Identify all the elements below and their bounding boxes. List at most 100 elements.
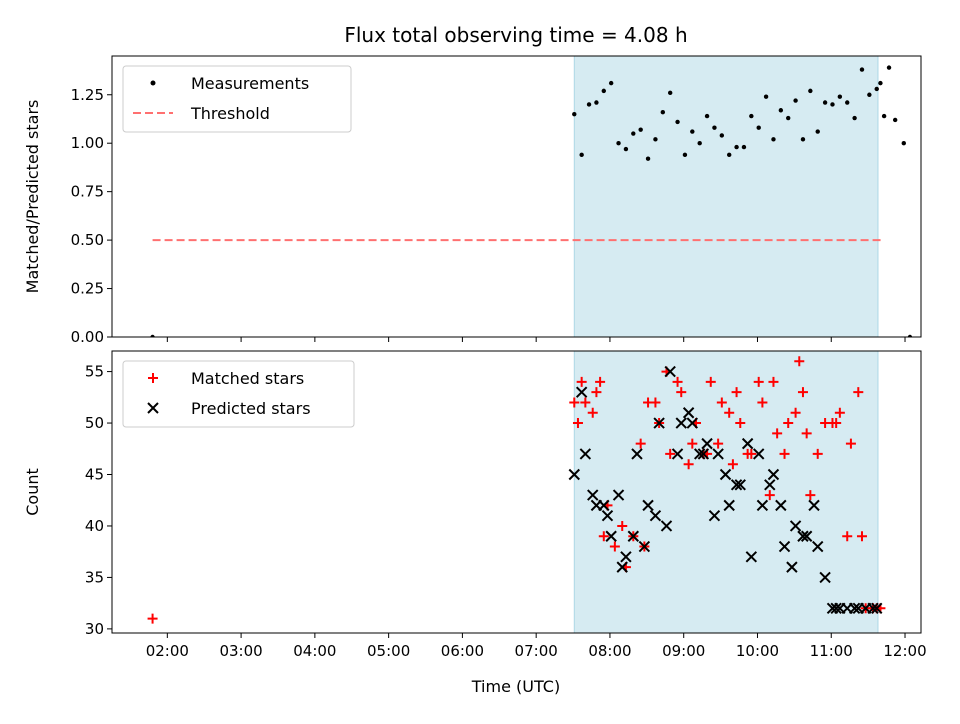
data-point — [627, 530, 640, 542]
data-point — [800, 530, 813, 542]
data-point — [616, 141, 621, 146]
data-point — [793, 98, 798, 103]
data-point — [786, 115, 791, 121]
data-point — [631, 448, 643, 460]
x-tick-label: 08:00 — [588, 642, 631, 660]
x-axis-label: Time (UTC) — [471, 677, 560, 696]
data-point — [734, 144, 739, 150]
data-point — [764, 479, 776, 491]
data-point — [675, 417, 687, 429]
data-point — [682, 152, 688, 158]
x-tick-label: 03:00 — [219, 642, 262, 660]
data-point — [871, 602, 883, 615]
data-point — [786, 561, 798, 573]
data-point — [741, 144, 747, 150]
y-tick-label: 50 — [85, 414, 104, 432]
data-point — [764, 490, 775, 501]
x-tick-label: 12:00 — [883, 642, 926, 660]
y-tick-label: 1.25 — [71, 86, 104, 104]
data-point — [649, 509, 662, 522]
data-point — [683, 459, 694, 470]
legend: Matched stars Predicted stars — [122, 360, 355, 428]
data-point — [704, 113, 710, 119]
data-point — [638, 127, 643, 132]
data-point — [587, 407, 598, 418]
data-point — [746, 448, 757, 459]
x-tick-label: 09:00 — [662, 642, 705, 660]
data-point — [801, 428, 812, 439]
data-point — [719, 468, 732, 481]
data-point — [778, 108, 784, 113]
data-point — [631, 131, 636, 136]
y-tick-label: 40 — [85, 517, 104, 535]
data-point — [808, 499, 820, 512]
marks-layer — [147, 356, 886, 624]
legend-label: Matched stars — [191, 369, 304, 388]
data-point — [727, 459, 738, 470]
data-point — [812, 540, 824, 553]
data-point — [808, 88, 813, 94]
data-point — [735, 418, 746, 429]
series-measurements — [150, 65, 913, 337]
y-tick-label: 30 — [85, 620, 104, 638]
data-point — [848, 602, 861, 615]
data-point — [645, 156, 651, 161]
y-axis-label: Count — [23, 468, 42, 516]
data-point — [147, 613, 158, 624]
data-point — [797, 387, 808, 398]
data-point — [768, 376, 779, 387]
data-point — [601, 509, 614, 522]
data-point — [842, 531, 853, 542]
data-point — [623, 146, 629, 152]
data-point — [745, 551, 758, 563]
data-point — [886, 65, 892, 70]
data-point — [771, 137, 776, 142]
x-tick-label: 11:00 — [810, 642, 853, 660]
y-tick-label: 0.25 — [71, 280, 104, 298]
data-point — [753, 376, 764, 387]
legend: Measurements Threshold — [122, 65, 352, 133]
data-point — [867, 92, 872, 97]
data-point — [822, 100, 828, 105]
data-point — [852, 115, 857, 121]
data-point — [609, 541, 620, 552]
data-point — [790, 407, 801, 418]
data-point — [834, 407, 845, 418]
data-point — [713, 438, 724, 449]
data-point — [727, 152, 732, 158]
data-point — [734, 479, 746, 491]
data-point — [617, 520, 628, 531]
data-point — [901, 141, 906, 146]
data-point — [601, 88, 606, 94]
y-axis-label: Matched/Predicted stars — [23, 100, 42, 294]
y-tick-label: 0.50 — [71, 231, 104, 249]
data-point — [687, 438, 698, 449]
data-point — [767, 468, 780, 481]
data-point — [608, 80, 614, 86]
data-point — [853, 387, 864, 398]
legend-label: Threshold — [190, 104, 270, 123]
x-tick-label: 06:00 — [441, 642, 484, 660]
data-point — [576, 376, 587, 387]
data-point — [749, 113, 754, 119]
data-point — [660, 520, 673, 532]
data-point — [789, 520, 802, 532]
data-point — [730, 479, 743, 491]
data-point — [635, 438, 646, 449]
data-point — [783, 418, 794, 429]
data-point — [756, 499, 769, 512]
data-point — [741, 437, 754, 450]
data-point — [830, 102, 835, 107]
data-point — [837, 94, 843, 99]
data-point — [676, 387, 687, 398]
legend-label: Measurements — [191, 74, 309, 93]
data-point — [856, 531, 867, 542]
data-point — [598, 531, 609, 542]
plot-frame — [111, 55, 922, 338]
data-point — [598, 499, 610, 512]
data-point — [800, 137, 806, 142]
data-point — [812, 448, 823, 459]
data-point — [572, 418, 583, 429]
data-point — [650, 397, 661, 408]
data-point — [693, 448, 706, 460]
